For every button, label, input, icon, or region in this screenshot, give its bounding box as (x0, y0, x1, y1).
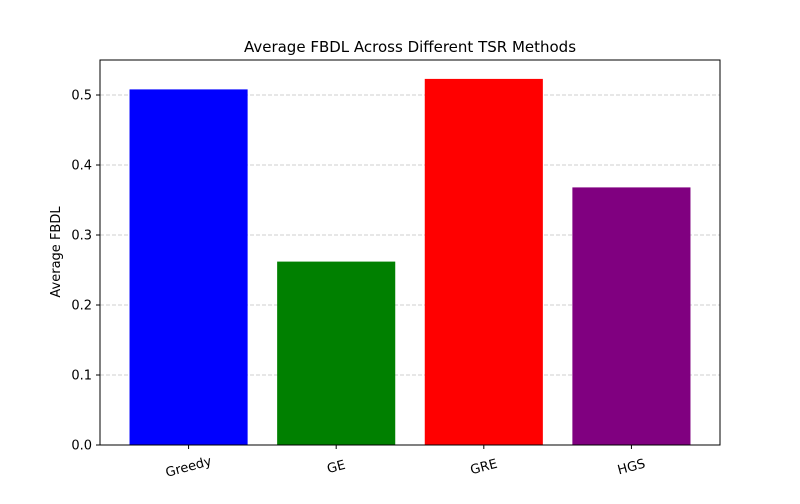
chart-title: Average FBDL Across Different TSR Method… (244, 38, 576, 56)
plot-frame (99, 59, 721, 446)
bar-greedy (129, 89, 248, 446)
bar-hgs (572, 187, 691, 445)
y-tick-label: 0.2 (71, 299, 92, 314)
y-axis: 0.0 0.1 0.2 0.3 0.4 0.5 (71, 89, 100, 454)
y-tick-label: 0.1 (71, 369, 92, 384)
bars (129, 78, 691, 446)
y-tick-label: 0.5 (71, 89, 92, 104)
bar-ge (277, 261, 396, 445)
y-tick-label: 0.0 (71, 439, 92, 454)
y-axis-label: Average FBDL (49, 206, 64, 298)
x-tick-label: GE (326, 458, 348, 477)
x-tick-label: Greedy (164, 454, 214, 481)
y-tick-label: 0.4 (71, 159, 92, 174)
x-axis: Greedy GE GRE HGS (164, 445, 647, 481)
y-tick-label: 0.3 (71, 229, 92, 244)
bar-gre (424, 78, 543, 446)
x-tick-label: HGS (616, 457, 647, 479)
x-tick-label: GRE (469, 457, 499, 479)
